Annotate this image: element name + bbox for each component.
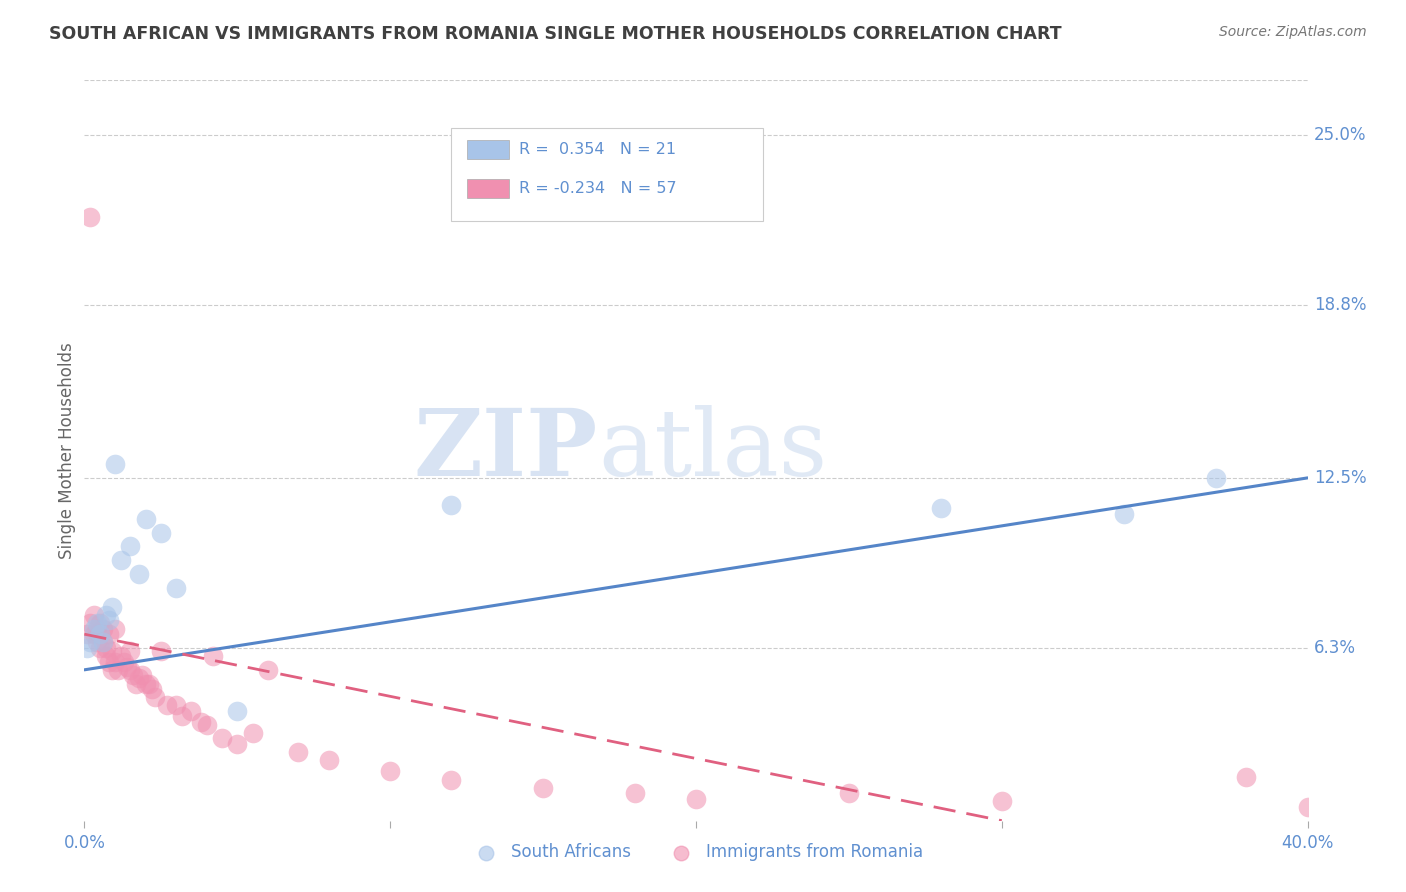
- Text: SOUTH AFRICAN VS IMMIGRANTS FROM ROMANIA SINGLE MOTHER HOUSEHOLDS CORRELATION CH: SOUTH AFRICAN VS IMMIGRANTS FROM ROMANIA…: [49, 25, 1062, 43]
- Text: Source: ZipAtlas.com: Source: ZipAtlas.com: [1219, 25, 1367, 39]
- Point: [128, 566, 150, 581]
- Legend: South Africans, Immigrants from Romania: South Africans, Immigrants from Romania: [463, 837, 929, 868]
- Text: atlas: atlas: [598, 406, 827, 495]
- Text: ZIP: ZIP: [413, 406, 598, 495]
- Point: [76, 627, 98, 641]
- Point: [97, 627, 120, 641]
- FancyBboxPatch shape: [467, 178, 509, 198]
- Point: [101, 643, 124, 657]
- Point: [156, 698, 179, 713]
- Point: [143, 690, 166, 705]
- Point: [94, 640, 117, 655]
- Text: 25.0%: 25.0%: [1313, 126, 1367, 145]
- Point: [110, 649, 132, 664]
- FancyBboxPatch shape: [451, 128, 763, 221]
- Text: R =  0.354   N = 21: R = 0.354 N = 21: [519, 143, 676, 157]
- Point: [172, 709, 194, 723]
- Point: [149, 643, 172, 657]
- Point: [97, 655, 120, 669]
- Point: [257, 663, 280, 677]
- Point: [94, 607, 117, 622]
- Point: [1236, 770, 1258, 784]
- Point: [125, 676, 148, 690]
- Point: [135, 512, 157, 526]
- Point: [89, 627, 111, 641]
- Point: [91, 635, 114, 649]
- Point: [89, 616, 111, 631]
- Point: [76, 640, 98, 655]
- Point: [440, 772, 463, 787]
- Point: [86, 622, 108, 636]
- Point: [79, 211, 101, 225]
- Text: 18.8%: 18.8%: [1313, 296, 1367, 314]
- Point: [138, 676, 160, 690]
- Point: [120, 663, 142, 677]
- Point: [624, 786, 647, 800]
- Point: [149, 525, 172, 540]
- Point: [97, 614, 120, 628]
- Point: [83, 627, 105, 641]
- Point: [131, 668, 153, 682]
- Text: 12.5%: 12.5%: [1313, 469, 1367, 487]
- Text: 0.0%: 0.0%: [63, 834, 105, 852]
- FancyBboxPatch shape: [467, 140, 509, 160]
- Point: [318, 753, 340, 767]
- Point: [89, 640, 111, 655]
- Text: 6.3%: 6.3%: [1313, 639, 1355, 657]
- Point: [120, 643, 142, 657]
- Point: [195, 717, 218, 731]
- Point: [211, 731, 233, 746]
- Point: [107, 663, 129, 677]
- Point: [1114, 507, 1136, 521]
- Point: [79, 635, 101, 649]
- Point: [83, 607, 105, 622]
- Point: [190, 714, 212, 729]
- Point: [1205, 471, 1227, 485]
- Point: [380, 764, 402, 779]
- Point: [104, 622, 127, 636]
- Text: R = -0.234   N = 57: R = -0.234 N = 57: [519, 181, 676, 196]
- Text: 40.0%: 40.0%: [1281, 834, 1334, 852]
- Point: [101, 599, 124, 614]
- Point: [242, 726, 264, 740]
- Point: [128, 671, 150, 685]
- Point: [104, 457, 127, 471]
- Point: [440, 498, 463, 512]
- Point: [226, 737, 249, 751]
- Point: [165, 698, 187, 713]
- Point: [685, 791, 707, 805]
- Point: [201, 649, 224, 664]
- Point: [83, 622, 105, 636]
- Point: [287, 745, 309, 759]
- Point: [110, 553, 132, 567]
- Point: [86, 616, 108, 631]
- Point: [1296, 800, 1319, 814]
- Point: [115, 660, 138, 674]
- Point: [122, 668, 145, 682]
- Point: [101, 663, 124, 677]
- Point: [141, 681, 163, 696]
- Point: [89, 627, 111, 641]
- Point: [165, 581, 187, 595]
- Point: [112, 655, 135, 669]
- Point: [838, 786, 860, 800]
- Point: [94, 649, 117, 664]
- Y-axis label: Single Mother Households: Single Mother Households: [58, 343, 76, 558]
- Point: [91, 622, 114, 636]
- Point: [86, 635, 108, 649]
- Point: [929, 501, 952, 516]
- Point: [104, 655, 127, 669]
- Point: [79, 616, 101, 631]
- Point: [91, 635, 114, 649]
- Point: [991, 794, 1014, 808]
- Point: [226, 704, 249, 718]
- Point: [180, 704, 202, 718]
- Point: [135, 676, 157, 690]
- Point: [531, 780, 554, 795]
- Point: [120, 540, 142, 554]
